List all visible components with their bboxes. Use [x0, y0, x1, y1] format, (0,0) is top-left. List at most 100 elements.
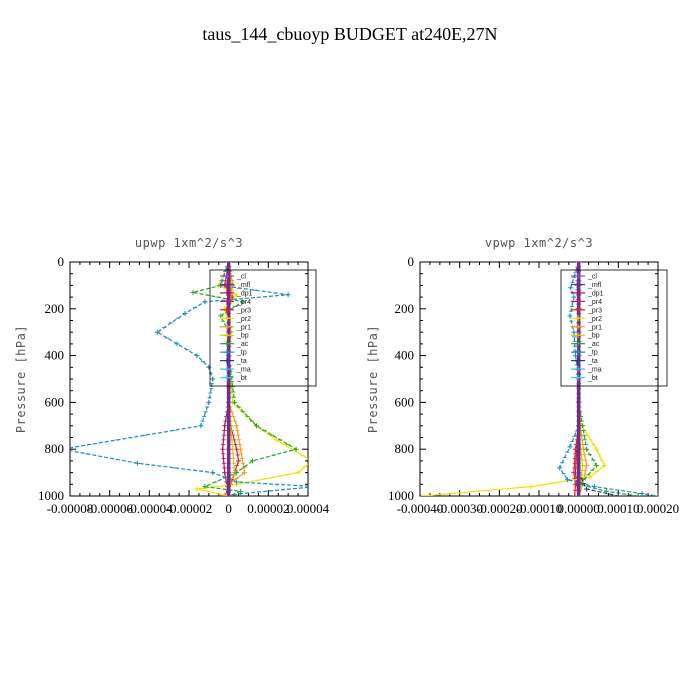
- legend-label: _ta: [587, 358, 598, 365]
- legend-marker: [575, 357, 581, 364]
- legend-marker: [575, 349, 581, 356]
- x-tick-label: 0.00000: [558, 501, 600, 516]
- legend-item: _pr2: [220, 315, 251, 323]
- data-point: [210, 470, 216, 476]
- legend-label: _ac: [587, 341, 600, 348]
- data-point: [238, 446, 244, 452]
- legend-marker: [224, 332, 230, 339]
- legend-label: _pr1: [587, 324, 602, 331]
- y-tick-label: 0: [58, 254, 65, 269]
- y-axis-label: Pressure [hPa]: [366, 325, 380, 433]
- data-point: [571, 294, 577, 300]
- legend-label: _mfl: [587, 282, 602, 289]
- data-point: [218, 282, 224, 288]
- legend-marker: [224, 323, 230, 330]
- figure-title: taus_144_cbuoyp BUDGET at240E,27N: [202, 24, 497, 44]
- legend-marker: [224, 374, 230, 381]
- legend-marker: [224, 289, 230, 296]
- subplot-title: vpwp 1xm^2/s^3: [485, 236, 593, 250]
- y-tick-label: 400: [395, 348, 415, 363]
- legend-marker: [575, 366, 581, 373]
- legend-item: _cl: [220, 273, 246, 281]
- data-point: [218, 313, 224, 319]
- legend-item: _pr1: [220, 323, 251, 331]
- legend-label: _bt: [587, 375, 598, 382]
- data-point: [584, 486, 590, 492]
- y-tick-label: 200: [395, 301, 415, 316]
- subplot-1: upwp 1xm^2/s^3 Pressure [hPa] 0 200 400 600 80…: [14, 236, 330, 516]
- data-point: [194, 353, 200, 359]
- x-tick-label: -0.00040: [397, 501, 444, 516]
- data-point: [154, 329, 160, 335]
- x-tick-label: 0.00020: [637, 501, 679, 516]
- legend-marker: [224, 281, 230, 288]
- data-point: [594, 463, 600, 469]
- data-point: [568, 285, 574, 291]
- subplot-2: vpwp 1xm^2/s^3 Pressure [hPa] 0 200 400 600 80…: [366, 236, 679, 516]
- legend-label: _pr3: [236, 307, 251, 314]
- x-tick-label: -0.00006: [86, 501, 133, 516]
- data-point: [572, 493, 578, 496]
- legend-item: _bp: [571, 332, 600, 340]
- data-point: [236, 458, 242, 464]
- legend-item: _ac: [220, 340, 249, 348]
- legend-marker: [575, 332, 581, 339]
- legend-item: _pr4: [220, 298, 251, 306]
- legend-label: _tp: [236, 350, 247, 357]
- data-point: [584, 446, 590, 452]
- legend-item: _tp: [220, 349, 247, 357]
- data-point: [234, 479, 240, 485]
- data-point: [234, 423, 240, 429]
- legend-item: _dp1: [571, 289, 604, 297]
- legend-marker: [224, 306, 230, 313]
- legend-item: _pr3: [220, 306, 251, 314]
- data-point: [249, 458, 255, 464]
- legend-label: _ta: [236, 358, 247, 365]
- x-tick-label: -0.00030: [436, 501, 483, 516]
- legend-item: _pr4: [571, 298, 602, 306]
- data-point: [571, 329, 577, 335]
- data-point: [421, 493, 427, 496]
- data-point: [295, 470, 301, 476]
- x-tick-label: 0.00002: [247, 501, 289, 516]
- legend-marker: [575, 289, 581, 296]
- legend: _cl_mfl_dp1 _pr4_pr3 _pr2_pr1 _bp_ac _tp_ta _…: [560, 269, 668, 387]
- legend-label: _bt: [236, 375, 247, 382]
- series-tp: [70, 262, 308, 496]
- y-axis-label: Pressure [hPa]: [14, 325, 28, 433]
- legend-label: _pr4: [587, 299, 602, 306]
- x-tick-label: -0.00010: [516, 501, 563, 516]
- legend-item: _pr2: [571, 315, 602, 323]
- x-tick-label: 0: [225, 501, 232, 516]
- series-group: [421, 262, 658, 496]
- y-tick-label: 600: [45, 394, 65, 409]
- legend-item: _bt: [220, 374, 247, 382]
- legend-label: _ma: [587, 367, 602, 374]
- x-tick-label: -0.00020: [476, 501, 523, 516]
- data-point: [293, 446, 299, 452]
- data-point: [655, 493, 658, 496]
- data-point: [253, 423, 259, 429]
- legend-item: _ta: [571, 357, 598, 365]
- legend-box: [209, 269, 317, 387]
- data-point: [194, 486, 200, 492]
- legend-marker: [224, 298, 230, 305]
- y-tick-label: 800: [395, 441, 415, 456]
- data-point: [615, 493, 621, 496]
- legend-item: _pr3: [571, 306, 602, 314]
- data-point: [198, 423, 204, 429]
- data-point: [580, 463, 586, 469]
- legend-marker: [224, 357, 230, 364]
- x-tick-label: 0.00010: [597, 501, 639, 516]
- legend-marker: [575, 298, 581, 305]
- legend-item: _dp1: [220, 289, 253, 297]
- x-tick-label: -0.00004: [126, 501, 173, 516]
- legend-marker: [575, 281, 581, 288]
- data-point: [309, 458, 314, 463]
- data-point: [601, 463, 607, 469]
- legend-item: _bp: [220, 332, 249, 340]
- data-point: [565, 477, 571, 483]
- series-tp: [557, 262, 658, 496]
- x-tick-label: -0.00008: [47, 501, 94, 516]
